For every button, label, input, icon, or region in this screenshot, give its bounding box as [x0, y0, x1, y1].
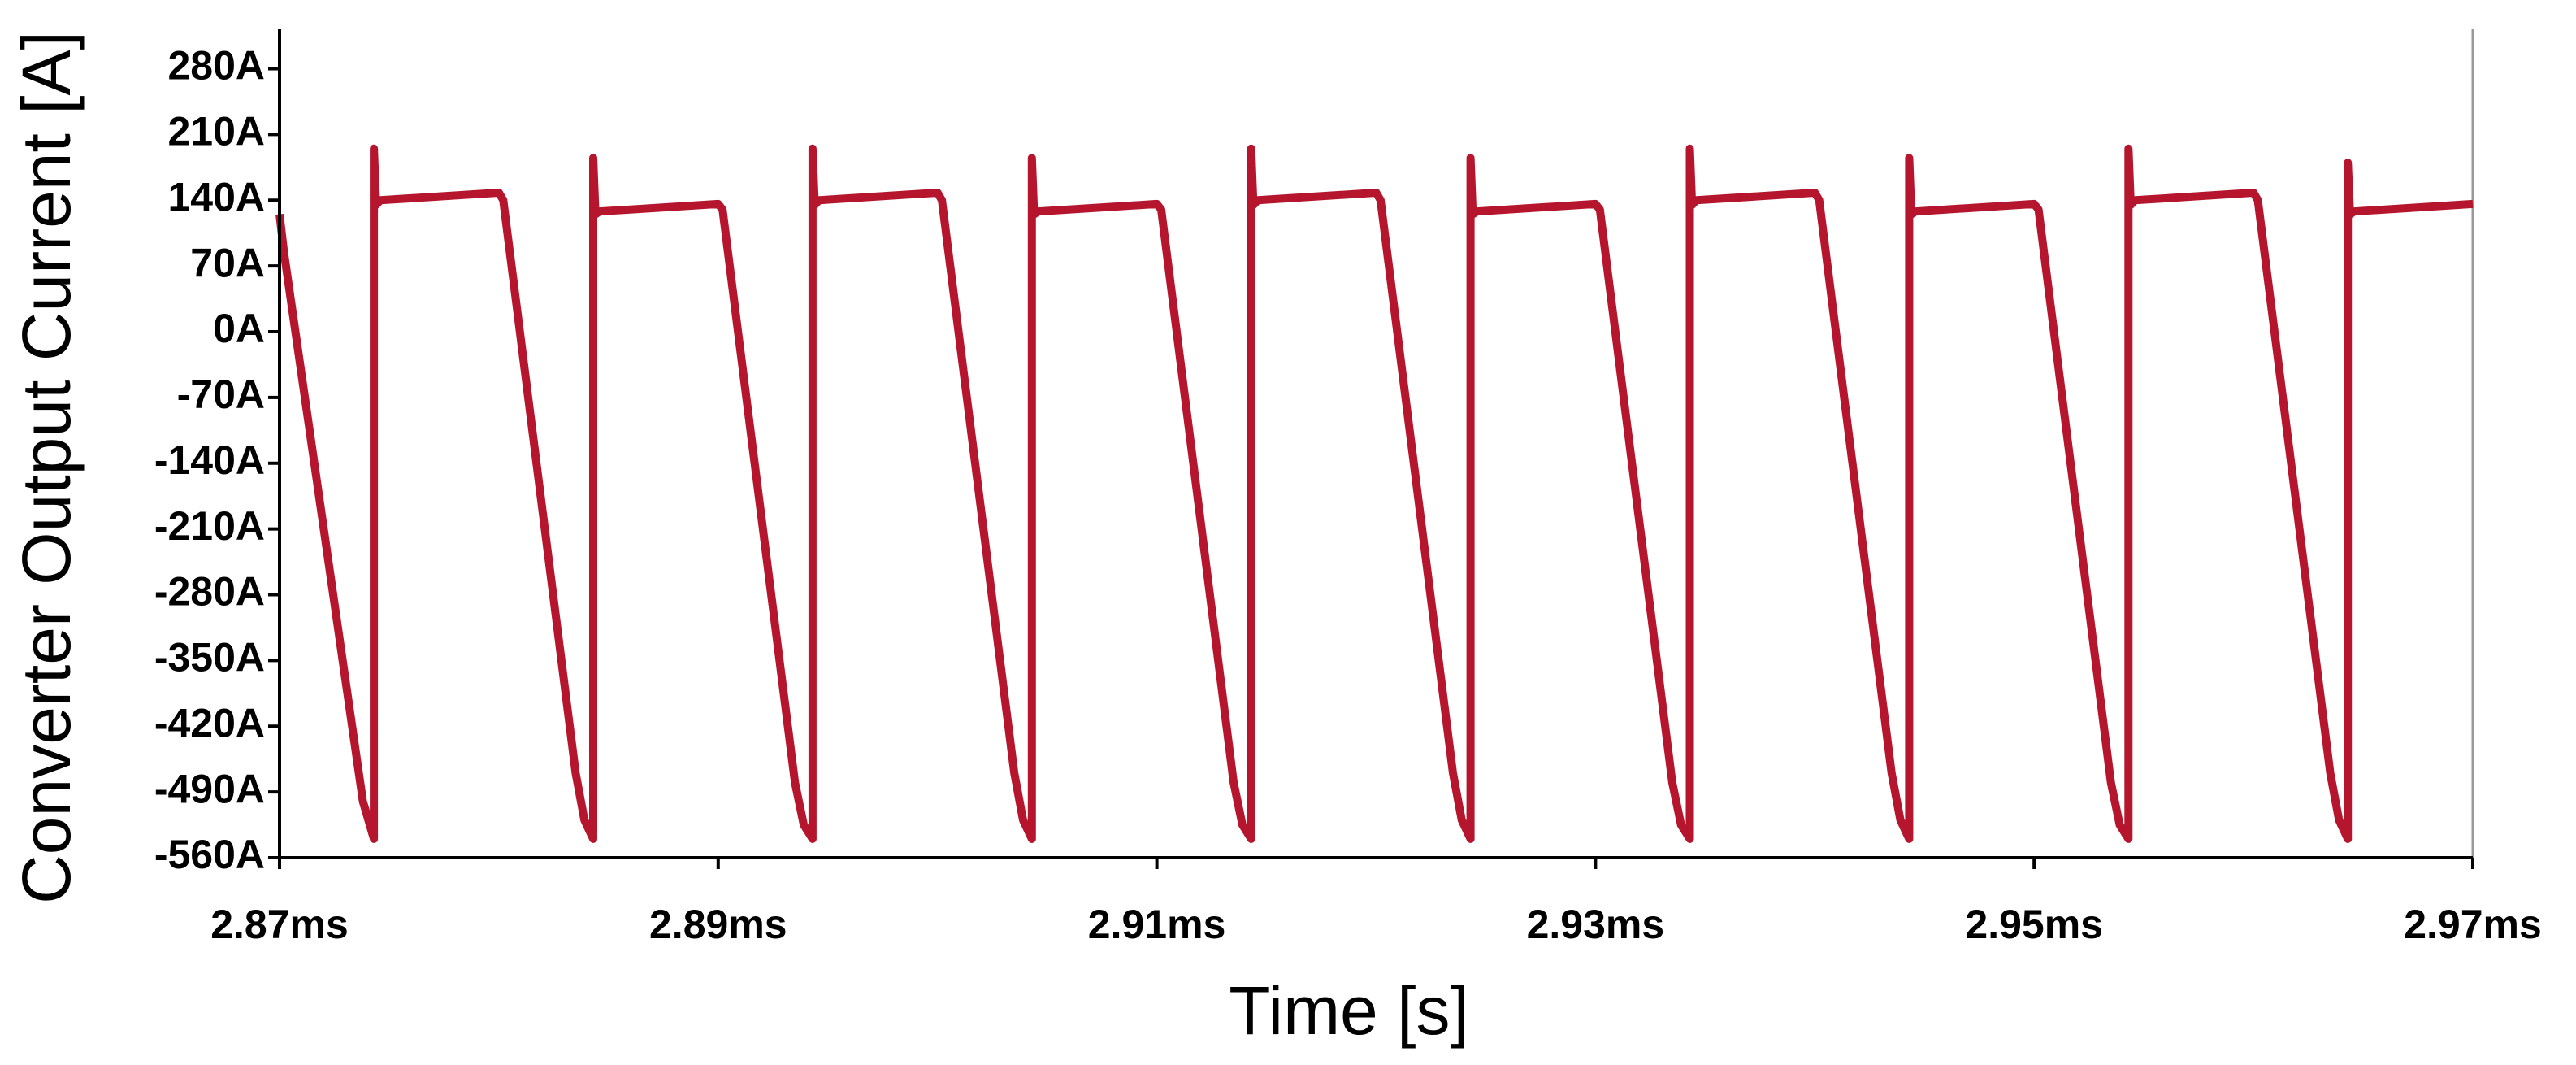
- y-tick-label: -140A: [154, 437, 265, 483]
- x-tick-label: 2.89ms: [649, 902, 787, 947]
- x-tick-label: 2.91ms: [1088, 902, 1226, 947]
- y-tick-label: -350A: [154, 635, 265, 680]
- y-tick-label: 70A: [190, 240, 265, 285]
- x-tick-label: 2.95ms: [1965, 902, 2103, 947]
- y-tick-label: -280A: [154, 569, 265, 615]
- y-tick-label: 0A: [213, 306, 265, 351]
- y-tick-label: 140A: [167, 174, 265, 220]
- y-tick-label: -420A: [154, 700, 265, 746]
- y-tick-label: -70A: [177, 372, 265, 417]
- y-tick-label: -490A: [154, 766, 265, 811]
- y-tick-label: -560A: [154, 832, 265, 877]
- x-axis-title: Time [s]: [1229, 972, 1469, 1049]
- y-axis-title: Converter Output Current [A]: [8, 31, 85, 904]
- x-tick-label: 2.93ms: [1527, 902, 1665, 947]
- y-tick-label: 280A: [167, 43, 265, 89]
- x-tick-label: 2.87ms: [210, 902, 349, 947]
- y-tick-label: -210A: [154, 503, 265, 549]
- y-tick-label: 210A: [167, 109, 265, 154]
- x-tick-label: 2.97ms: [2404, 902, 2542, 947]
- data-line: [275, 144, 2474, 843]
